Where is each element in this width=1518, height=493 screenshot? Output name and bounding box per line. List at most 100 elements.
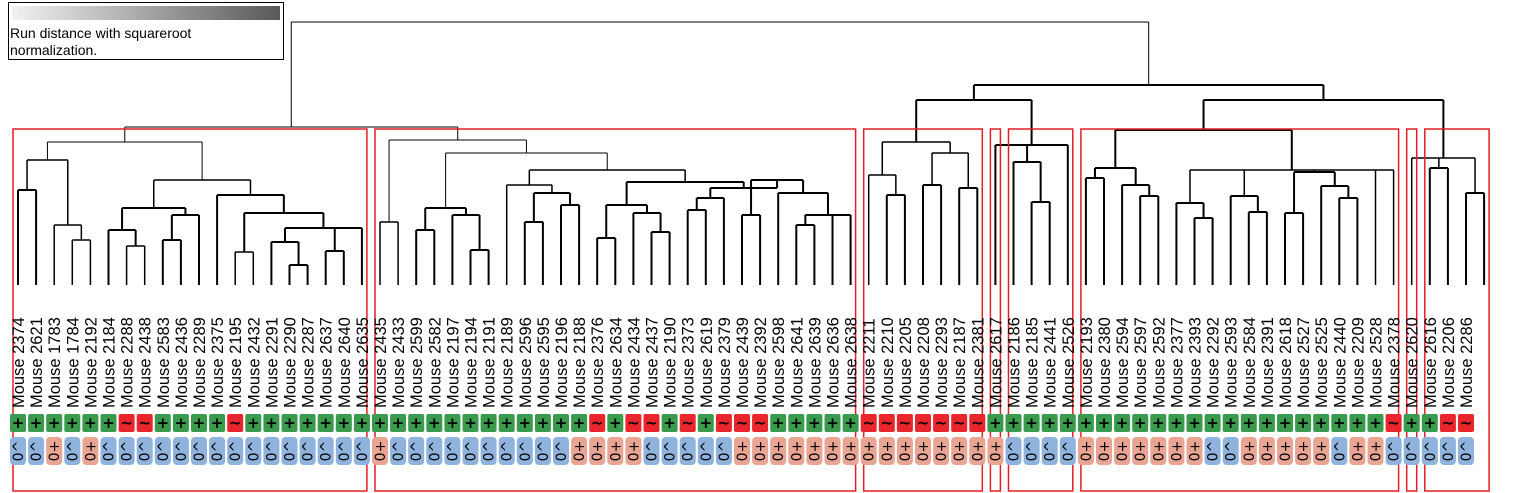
leaf-label: Mouse 2592 bbox=[1150, 317, 1168, 408]
group-glyph: 0^ bbox=[717, 441, 733, 462]
marker-glyph: + bbox=[84, 414, 97, 432]
leaf-label: Mouse 2441 bbox=[1042, 317, 1060, 408]
group-cell bbox=[1005, 437, 1022, 465]
marker-glyph: + bbox=[573, 414, 586, 432]
marker-cell bbox=[589, 414, 606, 432]
group-glyph: 0+ bbox=[988, 441, 1004, 462]
marker-glyph: + bbox=[1062, 414, 1075, 432]
group-glyph: 0^ bbox=[1459, 441, 1475, 462]
group-cell bbox=[136, 437, 153, 465]
marker-glyph: + bbox=[175, 414, 188, 432]
marker-glyph: + bbox=[1206, 414, 1219, 432]
marker-cell bbox=[969, 414, 986, 432]
marker-cell bbox=[770, 414, 787, 432]
group-cell bbox=[1277, 437, 1293, 465]
marker-glyph: + bbox=[446, 414, 459, 432]
marker-cell bbox=[661, 414, 678, 432]
marker-cell bbox=[1313, 414, 1330, 432]
marker-glyph: + bbox=[30, 414, 43, 432]
leaf-label: Mouse 2584 bbox=[1241, 317, 1259, 408]
group-glyph: 0+ bbox=[952, 441, 968, 462]
leaf-label: Mouse 2619 bbox=[698, 317, 716, 408]
leaf-label: Mouse 2435 bbox=[372, 317, 390, 408]
marker-glyph: + bbox=[1261, 414, 1274, 432]
marker-glyph: ~ bbox=[229, 414, 242, 432]
group-glyph: 0^ bbox=[228, 441, 244, 462]
group-glyph: 0^ bbox=[210, 441, 226, 462]
leaf-label: Mouse 2638 bbox=[843, 317, 861, 408]
group-glyph: 0^ bbox=[319, 441, 335, 462]
marker-glyph: ~ bbox=[736, 414, 749, 432]
group-cell bbox=[933, 437, 950, 465]
marker-glyph: ~ bbox=[591, 414, 604, 432]
leaf-label: Mouse 2197 bbox=[444, 317, 462, 408]
leaf-label: Mouse 2436 bbox=[173, 317, 191, 408]
marker-glyph: + bbox=[772, 414, 785, 432]
group-glyph: 0^ bbox=[301, 441, 317, 462]
leaf-label: Mouse 2379 bbox=[716, 317, 734, 408]
marker-glyph: + bbox=[338, 414, 351, 432]
group-glyph: 0^ bbox=[500, 441, 516, 462]
marker-glyph: ~ bbox=[1387, 414, 1400, 432]
cluster-box bbox=[1424, 128, 1490, 492]
marker-cell bbox=[842, 414, 859, 432]
leaf-label: Mouse 2582 bbox=[426, 317, 444, 408]
group-cell bbox=[770, 437, 787, 465]
group-cell bbox=[10, 437, 26, 465]
marker-glyph: + bbox=[193, 414, 206, 432]
leaf-label: Mouse 1784 bbox=[64, 317, 82, 408]
leaf-label: Mouse 2616 bbox=[1422, 317, 1440, 408]
leaf-label: Mouse 2190 bbox=[662, 317, 680, 408]
marker-cell bbox=[1258, 414, 1275, 432]
marker-cell bbox=[100, 414, 117, 432]
group-glyph: 0^ bbox=[1007, 441, 1023, 462]
marker-cell bbox=[444, 414, 461, 432]
legend-text: Run distance with squareroot normalizati… bbox=[10, 25, 192, 58]
marker-cell bbox=[1222, 414, 1239, 432]
leaf-label: Mouse 2528 bbox=[1368, 317, 1386, 408]
marker-cell bbox=[227, 414, 244, 432]
group-cell bbox=[589, 437, 606, 465]
marker-glyph: ~ bbox=[899, 414, 912, 432]
group-glyph: 0+ bbox=[1296, 441, 1312, 462]
marker-cell bbox=[245, 414, 262, 432]
group-glyph: 0+ bbox=[1169, 441, 1185, 462]
group-cell bbox=[1385, 437, 1402, 465]
leaf-label: Mouse 2293 bbox=[933, 317, 951, 408]
marker-cell bbox=[679, 414, 696, 432]
group-cell bbox=[842, 437, 859, 465]
leaf-label: Mouse 2641 bbox=[788, 317, 806, 408]
marker-glyph: + bbox=[157, 414, 170, 432]
group-cell bbox=[752, 437, 769, 465]
leaf-label: Mouse 2440 bbox=[1331, 317, 1349, 408]
leaf-label: Mouse 2186 bbox=[1006, 317, 1024, 408]
group-glyph: 0+ bbox=[880, 441, 896, 462]
marker-glyph: + bbox=[1116, 414, 1129, 432]
group-glyph: 0+ bbox=[1115, 441, 1131, 462]
group-glyph: 0+ bbox=[898, 441, 914, 462]
leaf-label: Mouse 2432 bbox=[245, 317, 263, 408]
marker-glyph: ~ bbox=[627, 414, 640, 432]
marker-cell bbox=[426, 414, 443, 432]
marker-glyph: + bbox=[464, 414, 477, 432]
cluster-box bbox=[1080, 128, 1400, 492]
cluster-boxes bbox=[12, 128, 1490, 492]
marker-glyph: ~ bbox=[754, 414, 767, 432]
group-cell bbox=[100, 437, 117, 465]
group-cell bbox=[607, 437, 624, 465]
leaf-label: Mouse 2193 bbox=[1078, 317, 1096, 408]
group-glyph: 0^ bbox=[536, 441, 552, 462]
marker-cell bbox=[353, 414, 370, 432]
marker-cell bbox=[154, 414, 171, 432]
group-cell bbox=[661, 437, 678, 465]
marker-glyph: + bbox=[283, 414, 296, 432]
marker-cell bbox=[498, 414, 515, 432]
group-cell bbox=[1132, 437, 1149, 465]
group-cell bbox=[1458, 437, 1474, 465]
leaf-label: Mouse 2288 bbox=[119, 317, 137, 408]
marker-cell bbox=[390, 414, 407, 432]
group-cell bbox=[1313, 437, 1330, 465]
marker-cell bbox=[1150, 414, 1167, 432]
marker-glyph: ~ bbox=[971, 414, 984, 432]
